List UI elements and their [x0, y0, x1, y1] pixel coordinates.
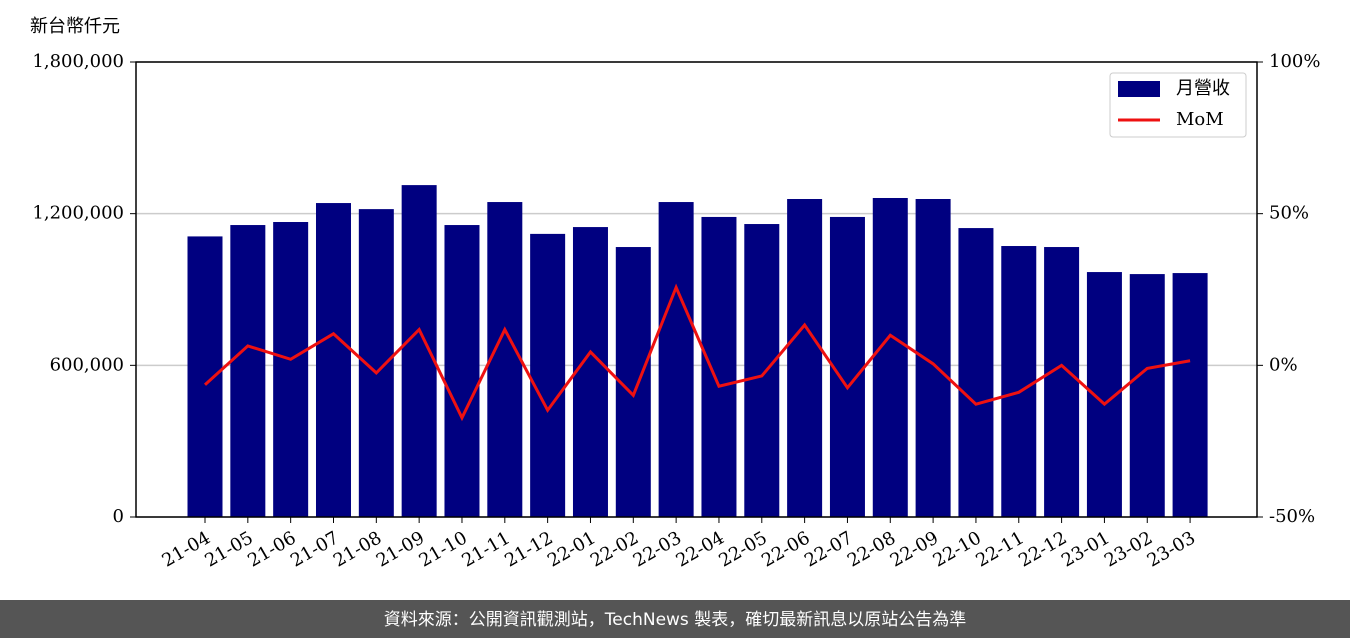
x-tick-label: 22-07 [801, 527, 856, 571]
x-tick-label: 22-01 [544, 527, 599, 571]
x-tick-label: 22-11 [972, 527, 1027, 571]
x-tick-label: 23-03 [1144, 527, 1199, 571]
legend-label: MoM [1176, 109, 1224, 130]
x-tick-label: 21-04 [159, 527, 214, 571]
y2-tick-label: -50% [1269, 506, 1315, 527]
bar [829, 216, 865, 518]
bar [1001, 246, 1037, 517]
bar [572, 227, 608, 517]
x-tick-label: 22-12 [1015, 527, 1070, 571]
bar [701, 216, 737, 518]
y2-tick-label: 50% [1269, 203, 1309, 224]
bar [315, 203, 351, 518]
bar [1172, 273, 1208, 517]
x-tick-label: 22-10 [930, 527, 985, 571]
x-tick-label: 21-09 [373, 527, 428, 571]
x-tick-label: 22-05 [715, 527, 770, 571]
bar [530, 233, 566, 517]
bar [744, 224, 780, 517]
x-tick-label: 22-09 [887, 527, 942, 571]
bar [658, 202, 694, 518]
x-tick-label: 21-10 [416, 527, 471, 571]
y-axis-label: 新台幣仟元 [30, 16, 120, 37]
x-tick-label: 22-04 [673, 527, 728, 571]
x-tick-label: 22-03 [630, 527, 685, 571]
bar [487, 202, 523, 518]
x-tick-label: 21-06 [244, 527, 299, 571]
bar [230, 225, 266, 517]
x-tick-label: 23-01 [1058, 527, 1113, 571]
x-tick-label: 21-08 [330, 527, 385, 571]
x-tick-label: 21-12 [501, 527, 556, 571]
bar [444, 225, 480, 517]
legend-swatch [1118, 81, 1160, 97]
y2-tick-label: 100% [1269, 51, 1320, 72]
footer-bar [0, 600, 1350, 638]
x-tick-label: 21-05 [201, 527, 256, 571]
legend-label: 月營收 [1176, 78, 1230, 99]
x-tick-label: 22-02 [587, 527, 642, 571]
y-tick-label: 0 [113, 506, 124, 527]
y-tick-label: 600,000 [50, 354, 124, 375]
x-tick-label: 22-06 [758, 527, 813, 571]
bar [187, 236, 223, 517]
bar [1129, 274, 1165, 517]
x-tick-label: 21-07 [287, 527, 342, 571]
plot-frame [135, 61, 1258, 518]
bar [915, 199, 951, 517]
footer-text: 資料來源：公開資訊觀測站，TechNews 製表，確切最新訊息以原站公告為準 [384, 610, 966, 630]
bar [958, 228, 994, 517]
bar [1044, 247, 1080, 518]
y-tick-label: 1,800,000 [32, 51, 124, 72]
bar [872, 197, 908, 517]
mom-line [203, 283, 1191, 422]
y2-tick-label: 0% [1269, 354, 1298, 375]
bar [787, 199, 823, 517]
bar [401, 185, 437, 517]
y-tick-label: 1,200,000 [32, 203, 124, 224]
x-tick-label: 23-02 [1101, 527, 1156, 571]
x-tick-label: 21-11 [458, 527, 513, 571]
x-tick-label: 22-08 [844, 527, 899, 571]
bar [273, 222, 309, 517]
